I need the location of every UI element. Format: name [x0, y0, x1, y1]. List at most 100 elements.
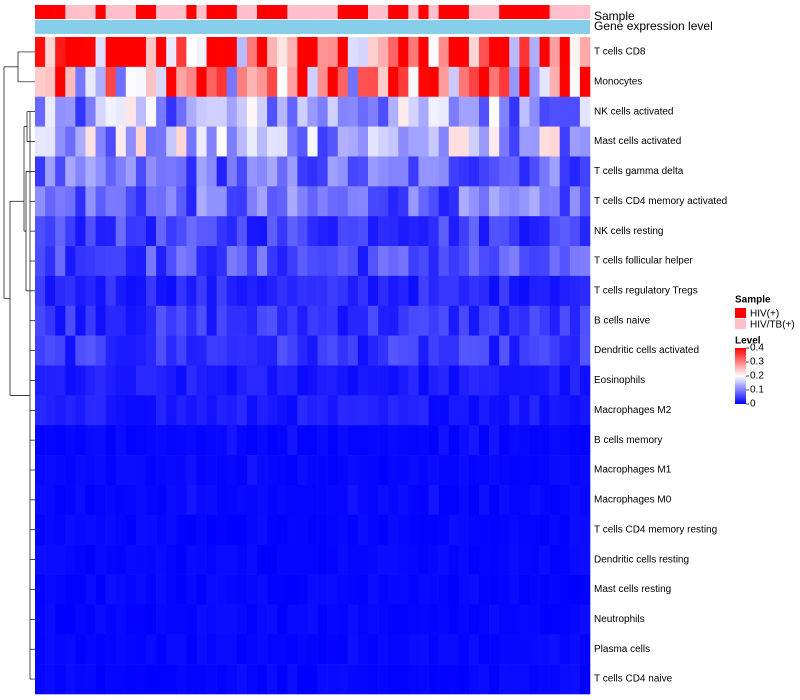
- heatmap-cell: [529, 484, 540, 516]
- heatmap-cell: [499, 186, 510, 217]
- heatmap-cell: [125, 604, 137, 635]
- heatmap-cell: [85, 634, 96, 665]
- heatmap-cell: [115, 37, 127, 68]
- colorbar-tick-label: 0: [750, 399, 756, 410]
- heatmap-cell: [327, 96, 339, 127]
- heatmap-cell: [398, 335, 409, 366]
- heatmap-cell: [448, 365, 460, 396]
- heatmap-cell: [85, 126, 96, 157]
- heatmap-cell: [539, 126, 550, 157]
- heatmap-cell: [579, 365, 591, 396]
- heatmap-cell: [479, 514, 490, 545]
- heatmap-cell: [287, 544, 298, 575]
- sample-annotation-cell: [378, 5, 389, 19]
- heatmap-cell: [327, 37, 339, 68]
- heatmap-cell: [458, 574, 470, 605]
- heatmap-cell: [549, 305, 561, 336]
- heatmap-cell: [135, 305, 147, 336]
- heatmap-cell: [196, 544, 207, 575]
- heatmap-cell: [277, 305, 288, 336]
- heatmap-cell: [135, 96, 147, 127]
- heatmap-cell: [125, 455, 137, 486]
- heatmap-cell: [95, 126, 106, 157]
- heatmap-cell: [186, 455, 197, 486]
- sample-annotation-cell: [489, 5, 500, 19]
- heatmap-cell: [166, 664, 177, 695]
- heatmap-cell: [35, 544, 46, 575]
- heatmap-cell: [357, 395, 369, 426]
- heatmap-cell: [105, 246, 117, 277]
- heatmap-cell: [327, 484, 339, 516]
- heatmap-cell: [489, 365, 500, 396]
- heatmap-cell: [166, 634, 177, 665]
- heatmap-cell: [45, 514, 56, 545]
- heatmap-cell: [579, 395, 591, 426]
- heatmap-cell: [519, 186, 530, 217]
- legend-title: Sample: [735, 295, 771, 306]
- heatmap-cell: [509, 275, 520, 307]
- heatmap-cell: [398, 634, 409, 665]
- heatmap-cell: [35, 275, 46, 307]
- heatmap-cell: [398, 37, 409, 68]
- heatmap-cell: [55, 425, 66, 456]
- heatmap-cell: [115, 664, 127, 695]
- heatmap-cell: [357, 66, 369, 98]
- heatmap-cell: [65, 37, 76, 68]
- heatmap-cell: [499, 664, 510, 695]
- heatmap-cell: [468, 544, 480, 575]
- heatmap-cell: [509, 246, 520, 277]
- heatmap-cell: [479, 96, 490, 127]
- heatmap-cell: [569, 574, 581, 605]
- heatmap-cell: [297, 216, 308, 247]
- heatmap-cell: [408, 305, 419, 336]
- heatmap-cell: [499, 514, 510, 545]
- heatmap-cell: [105, 156, 117, 187]
- heatmap-cell: [398, 96, 409, 127]
- heatmap-cell: [246, 275, 258, 307]
- heatmap-cell: [176, 664, 187, 695]
- heatmap-cell: [327, 216, 339, 247]
- heatmap-cell: [347, 514, 359, 545]
- heatmap-cell: [226, 425, 238, 456]
- heatmap-cell: [448, 425, 460, 456]
- heatmap-cell: [539, 335, 550, 366]
- heatmap-cell: [166, 156, 177, 187]
- heatmap-cell: [267, 604, 278, 635]
- heatmap-cell: [408, 484, 419, 516]
- heatmap-cell: [327, 335, 339, 366]
- heatmap-cell: [186, 395, 197, 426]
- heatmap-cell: [529, 96, 540, 127]
- heatmap-cell: [489, 275, 500, 307]
- heatmap-cell: [236, 544, 248, 575]
- heatmap-cell: [468, 484, 480, 516]
- heatmap-cell: [438, 514, 450, 545]
- heatmap-cell: [468, 246, 480, 277]
- heatmap-cell: [105, 96, 117, 127]
- heatmap-cell: [418, 544, 429, 575]
- heatmap-cell: [368, 37, 379, 68]
- heatmap-cell: [115, 395, 127, 426]
- heatmap-cell: [317, 186, 328, 217]
- heatmap-cell: [105, 664, 117, 695]
- heatmap-cell: [539, 514, 550, 545]
- heatmap-cell: [95, 395, 106, 426]
- heatmap-cell: [125, 365, 137, 396]
- heatmap-cell: [418, 574, 429, 605]
- heatmap-cell: [468, 126, 480, 157]
- heatmap-cell: [559, 186, 571, 217]
- heatmap-cell: [579, 186, 591, 217]
- heatmap-cell: [337, 246, 349, 277]
- sample-annotation-cell: [579, 5, 591, 19]
- heatmap-cell: [327, 305, 339, 336]
- heatmap-cell: [307, 186, 318, 217]
- heatmap-cell: [307, 544, 318, 575]
- heatmap-cell: [337, 514, 349, 545]
- heatmap-cell: [216, 305, 228, 336]
- heatmap-cell: [307, 275, 318, 307]
- heatmap-cell: [125, 275, 137, 307]
- heatmap-cell: [529, 37, 540, 68]
- heatmap-cell: [226, 455, 238, 486]
- heatmap-cell: [479, 126, 490, 157]
- heatmap-cell: [438, 664, 450, 695]
- heatmap-cell: [236, 246, 248, 277]
